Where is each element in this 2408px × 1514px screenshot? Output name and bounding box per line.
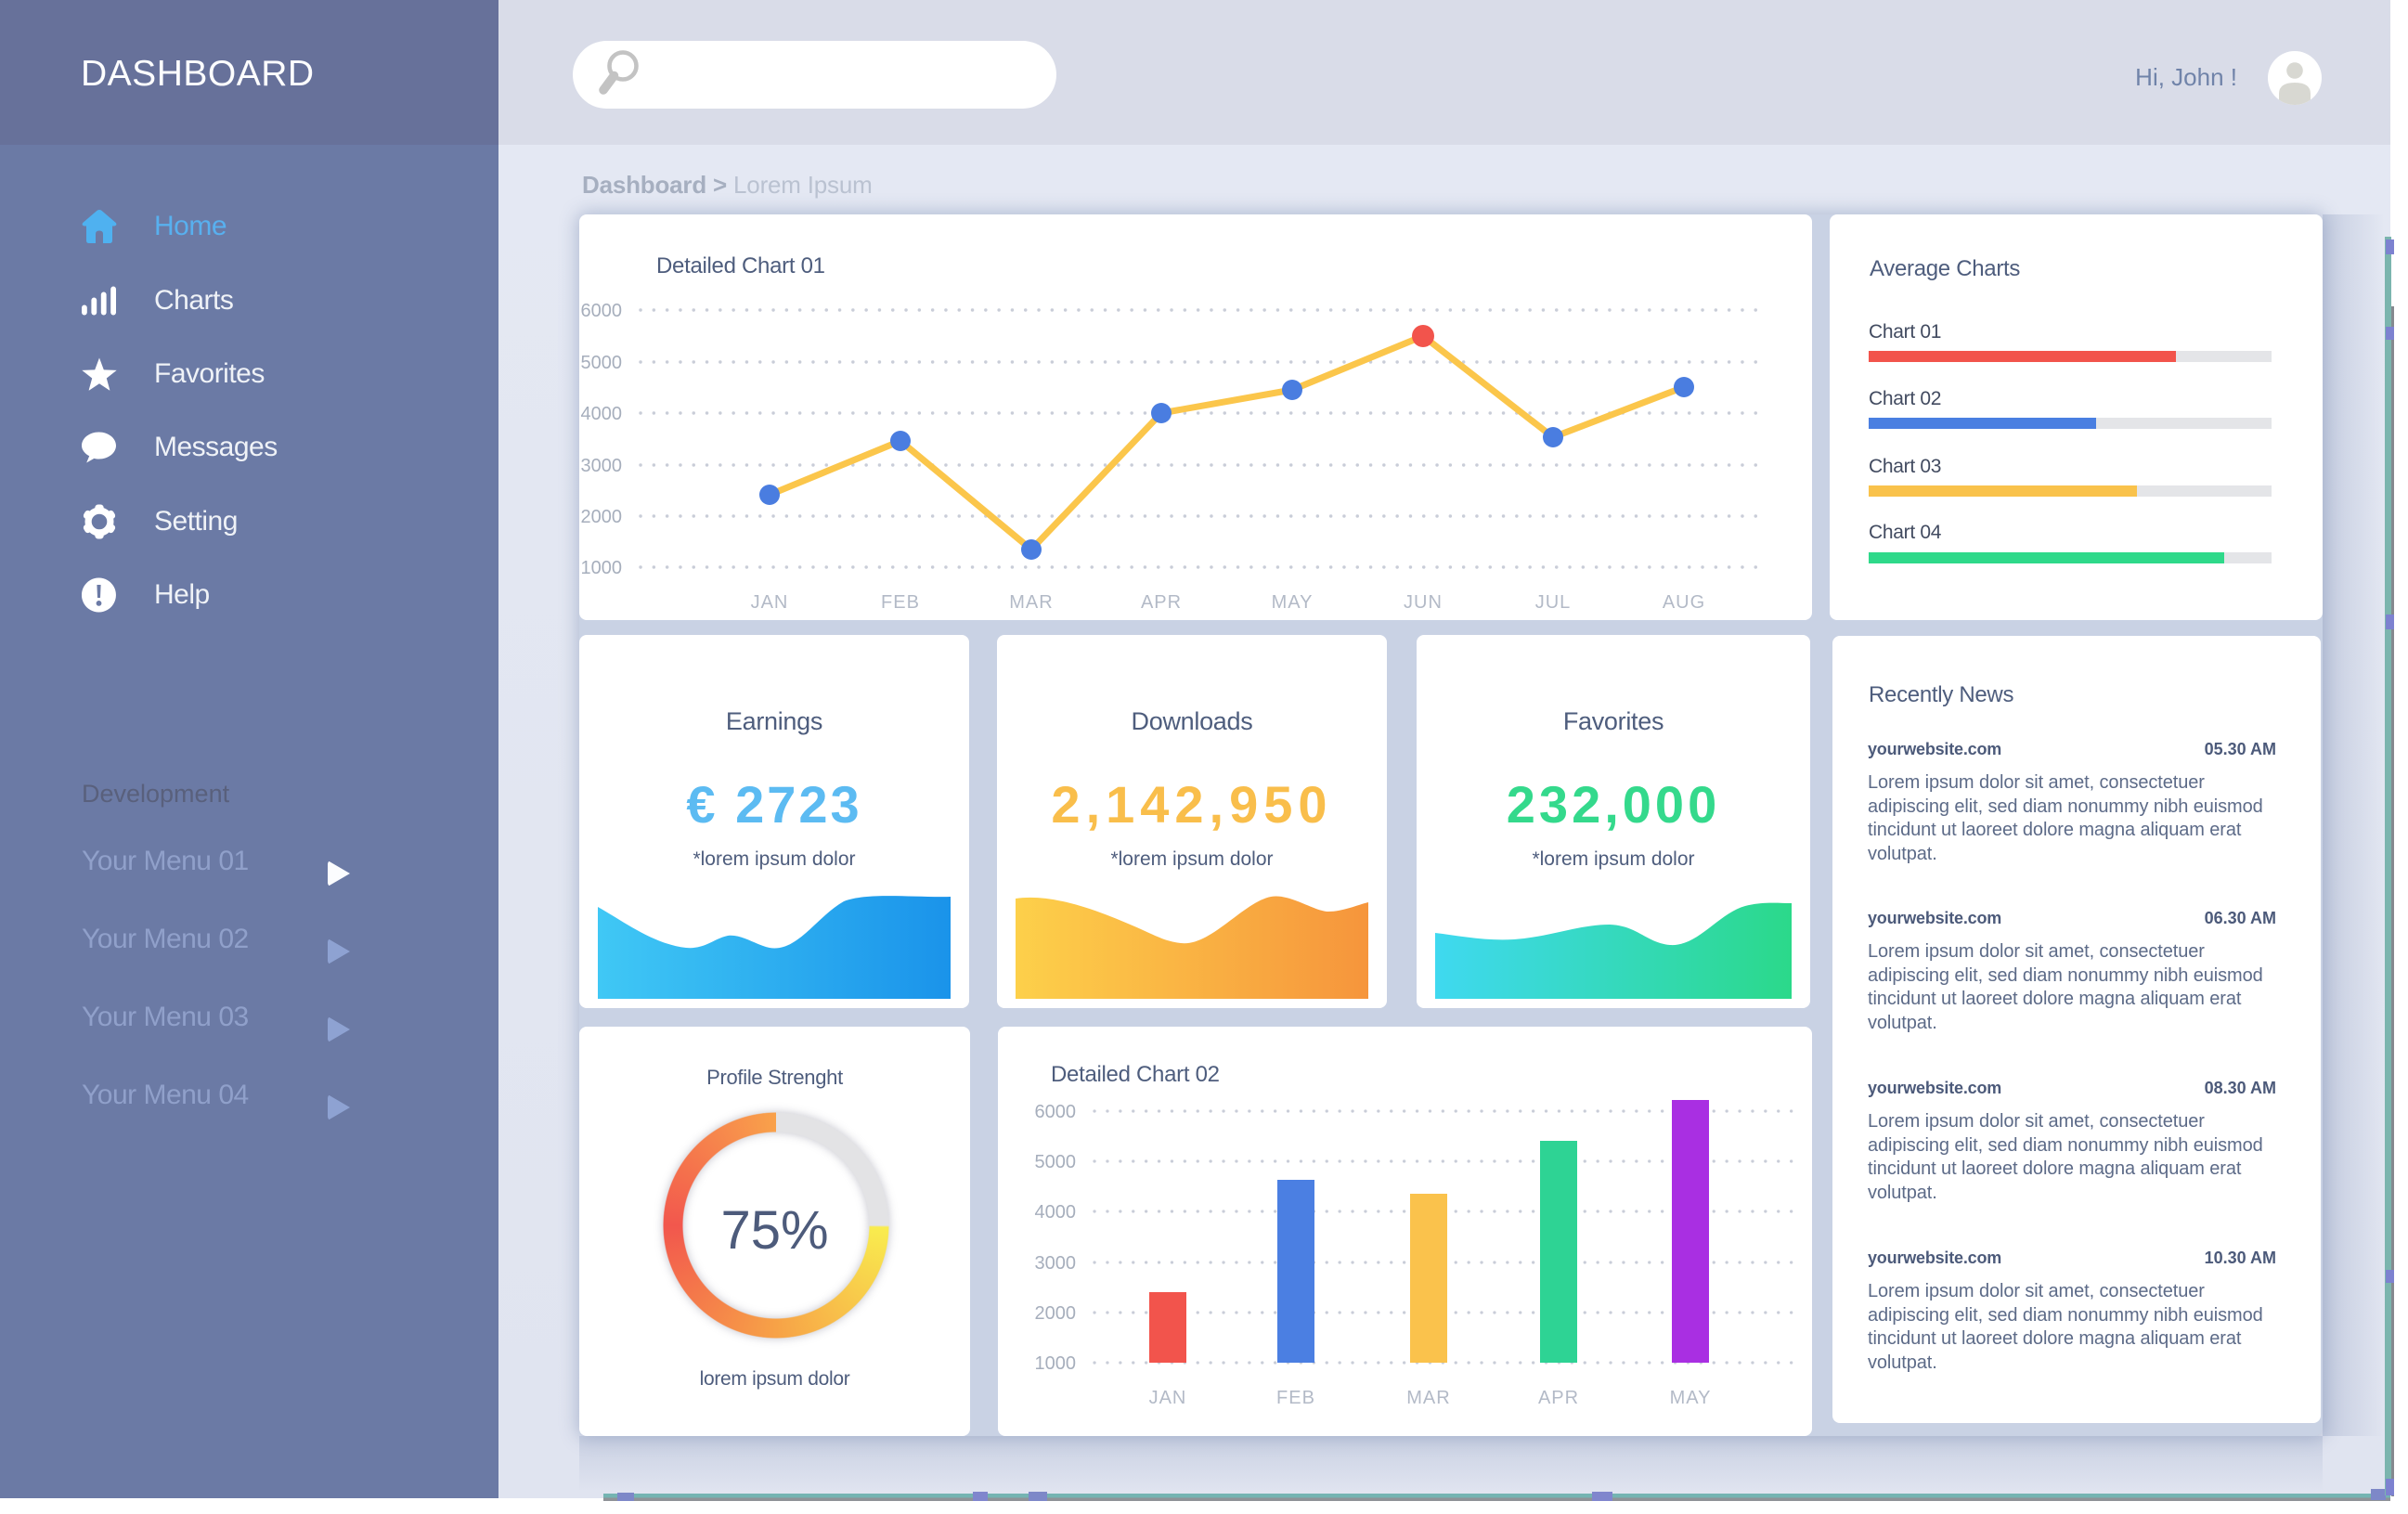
svg-text:4000: 4000	[1035, 1202, 1077, 1223]
svg-text:MAR: MAR	[1009, 592, 1053, 613]
svg-text:MAY: MAY	[1272, 592, 1314, 613]
svg-text:JUN: JUN	[1404, 592, 1443, 613]
svg-text:6000: 6000	[581, 301, 623, 321]
svg-text:6000: 6000	[1035, 1102, 1077, 1122]
svg-text:APR: APR	[1538, 1388, 1579, 1408]
svg-text:MAY: MAY	[1670, 1388, 1712, 1408]
svg-text:FEB: FEB	[881, 592, 920, 613]
svg-text:2000: 2000	[581, 507, 623, 527]
svg-text:3000: 3000	[1035, 1253, 1077, 1274]
svg-text:3000: 3000	[581, 456, 623, 476]
svg-text:JAN: JAN	[1149, 1388, 1187, 1408]
svg-text:5000: 5000	[1035, 1152, 1077, 1172]
svg-text:1000: 1000	[581, 558, 623, 578]
svg-text:MAR: MAR	[1406, 1388, 1450, 1408]
svg-text:1000: 1000	[1035, 1353, 1077, 1374]
svg-text:5000: 5000	[581, 353, 623, 373]
svg-text:JUL: JUL	[1535, 592, 1572, 613]
svg-text:FEB: FEB	[1276, 1388, 1315, 1408]
svg-text:JAN: JAN	[751, 592, 789, 613]
svg-text:APR: APR	[1141, 592, 1182, 613]
svg-text:2000: 2000	[1035, 1303, 1077, 1324]
svg-text:4000: 4000	[581, 404, 623, 424]
svg-text:AUG: AUG	[1663, 592, 1705, 613]
